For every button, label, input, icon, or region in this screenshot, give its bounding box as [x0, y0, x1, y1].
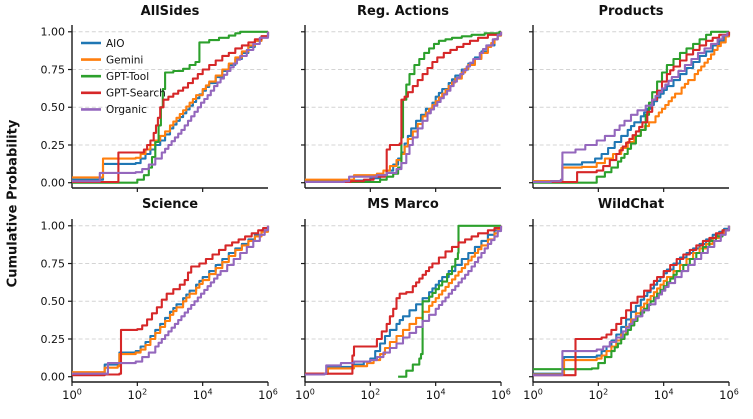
series-line-gpt-tool	[533, 225, 731, 371]
series-line-organic	[533, 225, 731, 377]
series-line-gpt-tool	[533, 30, 729, 184]
series-line-gpt-search	[72, 225, 270, 377]
series-line-gpt-search	[305, 225, 503, 375]
y-tick-label: 0.50	[41, 101, 66, 114]
legend-label-organic: Organic	[106, 104, 147, 116]
x-tick-label: 100	[295, 388, 315, 403]
series-line-organic	[72, 225, 270, 375]
series-line-gpt-search	[533, 31, 731, 184]
series-line-aio	[72, 31, 270, 181]
panel-science: 0.00 0.25 0.50 0.75 1.00 100 102 104 106	[41, 219, 278, 402]
panel-title-wildchat: WildChat	[597, 197, 665, 212]
series-line-organic	[533, 31, 729, 184]
legend-label-aio: AIO	[106, 38, 125, 50]
x-tick-label: 102	[588, 388, 608, 403]
y-tick-label: 0.75	[41, 257, 66, 270]
panel-reg-actions	[301, 25, 503, 192]
x-tick-label: 102	[360, 388, 380, 403]
legend: AIO Gemini GPT-Tool GPT-Search Organic	[81, 38, 166, 116]
series-line-organic	[305, 31, 503, 184]
x-tick-label: 104	[426, 388, 446, 403]
x-tick-label: 100	[62, 388, 82, 403]
y-tick-label: 0.00	[41, 371, 66, 384]
y-tick-label: 1.00	[41, 220, 66, 233]
x-tick-label: 100	[523, 388, 543, 403]
panel-title-products: Products	[598, 4, 664, 19]
y-tick-label: 0.25	[41, 333, 66, 346]
x-tick-label: 102	[127, 388, 147, 403]
series-line-gpt-search	[72, 31, 270, 184]
series-line-organic	[72, 31, 270, 183]
y-tick-label: 0.75	[41, 63, 66, 76]
x-tick-label: 106	[258, 388, 278, 403]
series-line-gpt-tool	[398, 224, 501, 378]
x-tick-label: 106	[491, 388, 511, 403]
y-tick-label: 0.25	[41, 139, 66, 152]
legend-label-gpt-tool: GPT-Tool	[106, 71, 149, 83]
series-line-gemini	[533, 31, 731, 183]
panel-wildchat: 100 102 104 106	[523, 219, 739, 402]
x-tick-label: 106	[719, 388, 739, 403]
series-line-gemini	[72, 31, 270, 179]
legend-label-gemini: Gemini	[106, 54, 143, 66]
panel-allsides: 0.00 0.25 0.50 0.75 1.00 AIO Gemini GPT-Tool GPT…	[41, 25, 270, 192]
panel-ms-marco: 100 102 104 106	[295, 219, 511, 402]
legend-label-gpt-search: GPT-Search	[106, 88, 166, 100]
series-line-aio	[72, 225, 270, 375]
panel-title-reg-actions: Reg. Actions	[357, 4, 449, 19]
panel-products	[529, 25, 731, 192]
x-tick-label: 104	[654, 388, 674, 403]
x-tick-label: 104	[193, 388, 213, 403]
y-tick-label: 0.50	[41, 295, 66, 308]
y-tick-label: 1.00	[41, 26, 66, 39]
series-line-gemini	[72, 225, 270, 374]
series-line-organic	[305, 225, 503, 376]
series-line-gemini	[305, 225, 503, 375]
series-line-gpt-search	[533, 225, 731, 377]
series-line-aio	[305, 225, 503, 375]
y-tick-label: 0.00	[41, 177, 66, 190]
panel-title-science: Science	[141, 197, 199, 212]
panel-title-allsides: AllSides	[140, 4, 200, 19]
panel-title-ms-marco: MS Marco	[367, 197, 439, 212]
